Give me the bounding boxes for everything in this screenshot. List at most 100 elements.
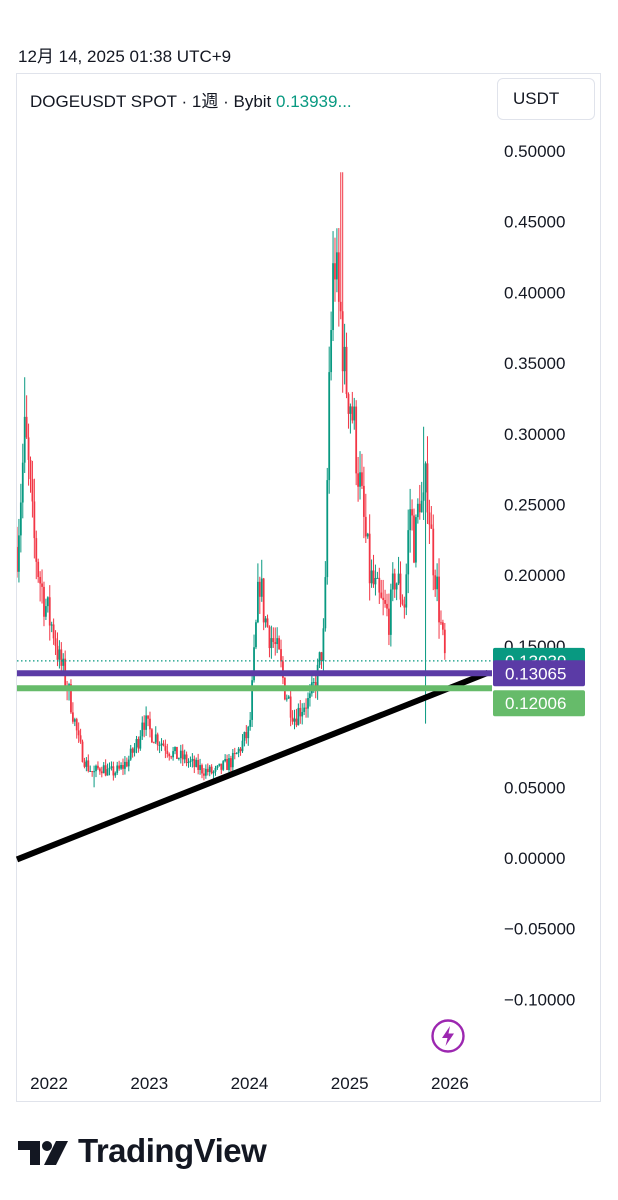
candle [193, 755, 196, 774]
candle [29, 456, 32, 493]
candle [41, 569, 43, 604]
candle [131, 747, 134, 758]
candle [247, 725, 250, 746]
candle-body [438, 576, 440, 623]
candle-body [309, 693, 311, 699]
candle [118, 760, 121, 771]
candle [395, 582, 398, 601]
candle-body [399, 573, 402, 600]
candle-body [149, 718, 151, 730]
candle [418, 484, 421, 520]
candle-body [25, 416, 28, 438]
candle [87, 754, 90, 773]
candle-body [212, 771, 215, 774]
candle [185, 751, 188, 767]
candle [83, 757, 86, 769]
price-label-box [493, 690, 585, 717]
candle-body [112, 766, 115, 776]
candle [347, 392, 350, 429]
y-tick-label: 0.45000 [504, 213, 565, 232]
candle-body [374, 577, 377, 585]
candle-body [89, 770, 92, 772]
candle-body [197, 759, 200, 770]
candle [441, 619, 444, 636]
candle-body [443, 629, 446, 654]
chart-frame[interactable] [16, 73, 601, 1102]
candle [362, 466, 365, 539]
candle-body [440, 622, 442, 624]
candle [191, 753, 194, 768]
interval-label[interactable]: 1週 [191, 92, 219, 111]
candle-body [351, 406, 354, 421]
candle-body [218, 763, 221, 766]
candle [235, 752, 238, 755]
y-tick-label: 0.05000 [504, 778, 565, 797]
candle-body [50, 624, 53, 626]
candle [256, 563, 259, 624]
candle-body [214, 767, 217, 772]
candle [231, 749, 234, 771]
candle-body [71, 712, 74, 722]
separator: · [223, 92, 229, 111]
candle [52, 618, 55, 645]
tradingview-logo[interactable]: TradingView [18, 1132, 267, 1170]
candle [316, 658, 319, 700]
candle [349, 403, 352, 434]
candle [334, 237, 336, 302]
candle [341, 172, 344, 393]
candle-body [318, 652, 321, 665]
candle-body [70, 684, 72, 713]
candle [293, 709, 296, 730]
candle-body [389, 589, 392, 635]
candle [337, 228, 340, 327]
candle-body [260, 578, 263, 597]
candle-body [386, 603, 388, 609]
candle-body [253, 647, 255, 681]
candle [393, 568, 396, 598]
candle-body [106, 769, 109, 776]
candle [170, 755, 173, 760]
candle-body [407, 530, 410, 575]
lightning-bolt-icon[interactable] [431, 1019, 465, 1053]
candle [214, 765, 217, 776]
candle-body [334, 263, 336, 280]
candle [291, 710, 294, 725]
candle [176, 746, 178, 759]
candle [91, 770, 94, 777]
candle-body [185, 754, 188, 763]
candle [39, 571, 42, 602]
candle-body [104, 765, 107, 776]
symbol-name[interactable]: DOGEUSDT SPOT [30, 92, 177, 111]
green-line-label: 0.12006 [493, 690, 585, 717]
candle [204, 764, 207, 779]
candle [351, 391, 354, 424]
candle-body [416, 503, 419, 518]
candle-body [332, 263, 334, 331]
exchange-label: Bybit [233, 92, 272, 111]
currency-unit-button[interactable]: USDT [497, 78, 595, 120]
candle-body [73, 719, 76, 722]
candle-body [291, 717, 294, 722]
symbol-header[interactable]: DOGEUSDT SPOT · 1週 · Bybit 0.13939... [30, 87, 352, 112]
candle [310, 673, 313, 697]
candle-body [345, 346, 348, 395]
candle [206, 763, 209, 776]
candle [301, 703, 304, 725]
candle-body [124, 761, 126, 769]
candle [322, 618, 325, 673]
candle [73, 717, 76, 727]
candle [307, 692, 309, 718]
candle-body [235, 752, 238, 754]
candle [54, 630, 57, 655]
candle [295, 708, 298, 728]
candle [162, 740, 165, 747]
candle [386, 593, 388, 617]
candle [181, 744, 184, 766]
candle [98, 767, 101, 775]
candle-body [176, 746, 178, 759]
candle [430, 506, 433, 529]
candle [152, 741, 155, 744]
candle-body [249, 719, 252, 727]
candle [50, 621, 53, 633]
